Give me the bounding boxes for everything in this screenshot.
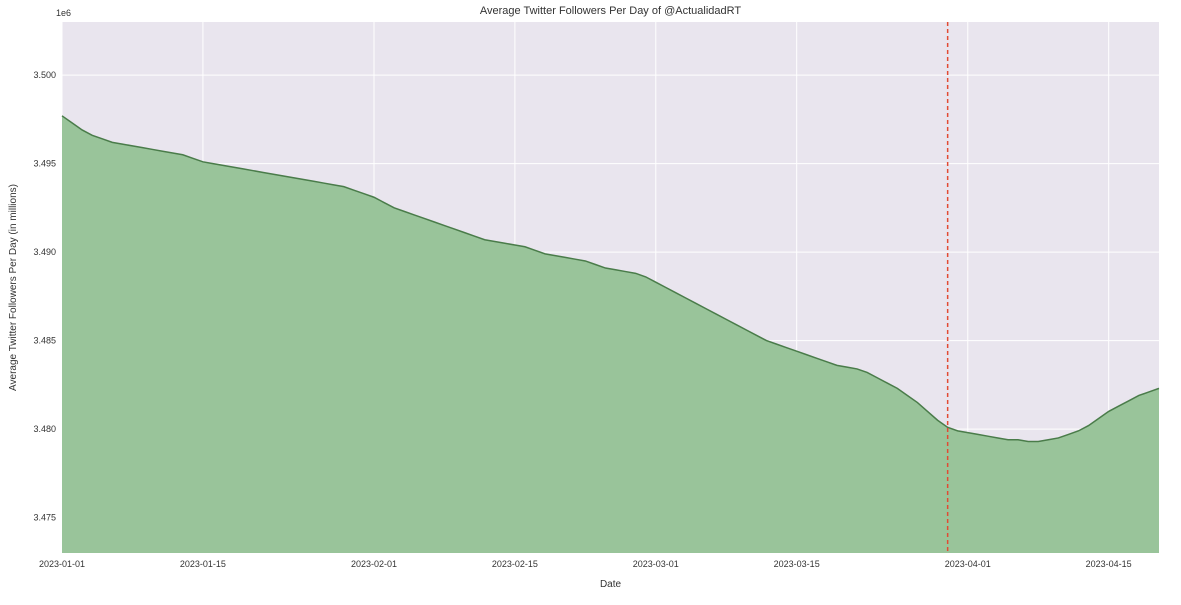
x-tick-label: 2023-03-01 [633, 559, 679, 569]
y-tick-label: 3.500 [33, 70, 56, 80]
y-tick-label: 3.490 [33, 247, 56, 257]
x-tick-label: 2023-01-01 [39, 559, 85, 569]
chart-title: Average Twitter Followers Per Day of @Ac… [480, 5, 742, 17]
x-axis-label: Date [600, 579, 622, 590]
y-tick-label: 3.485 [33, 336, 56, 346]
y-offset-text: 1e6 [56, 8, 71, 18]
x-tick-label: 2023-02-01 [351, 559, 397, 569]
y-tick-label: 3.495 [33, 159, 56, 169]
x-tick-label: 2023-03-15 [774, 559, 820, 569]
x-tick-label: 2023-04-15 [1086, 559, 1132, 569]
followers-area-chart: 2023-01-01 2023-01-15 2023-02-01 2023-02-15… [0, 0, 1181, 605]
x-tick-label: 2023-04-01 [945, 559, 991, 569]
x-tick-label: 2023-02-15 [492, 559, 538, 569]
y-axis-label: Average Twitter Followers Per Day (in mi… [8, 184, 19, 391]
y-tick-label: 3.475 [33, 513, 56, 523]
y-tick-label: 3.480 [33, 424, 56, 434]
chart-container: 2023-01-01 2023-01-15 2023-02-01 2023-02-15… [0, 0, 1181, 605]
x-tick-label: 2023-01-15 [180, 559, 226, 569]
